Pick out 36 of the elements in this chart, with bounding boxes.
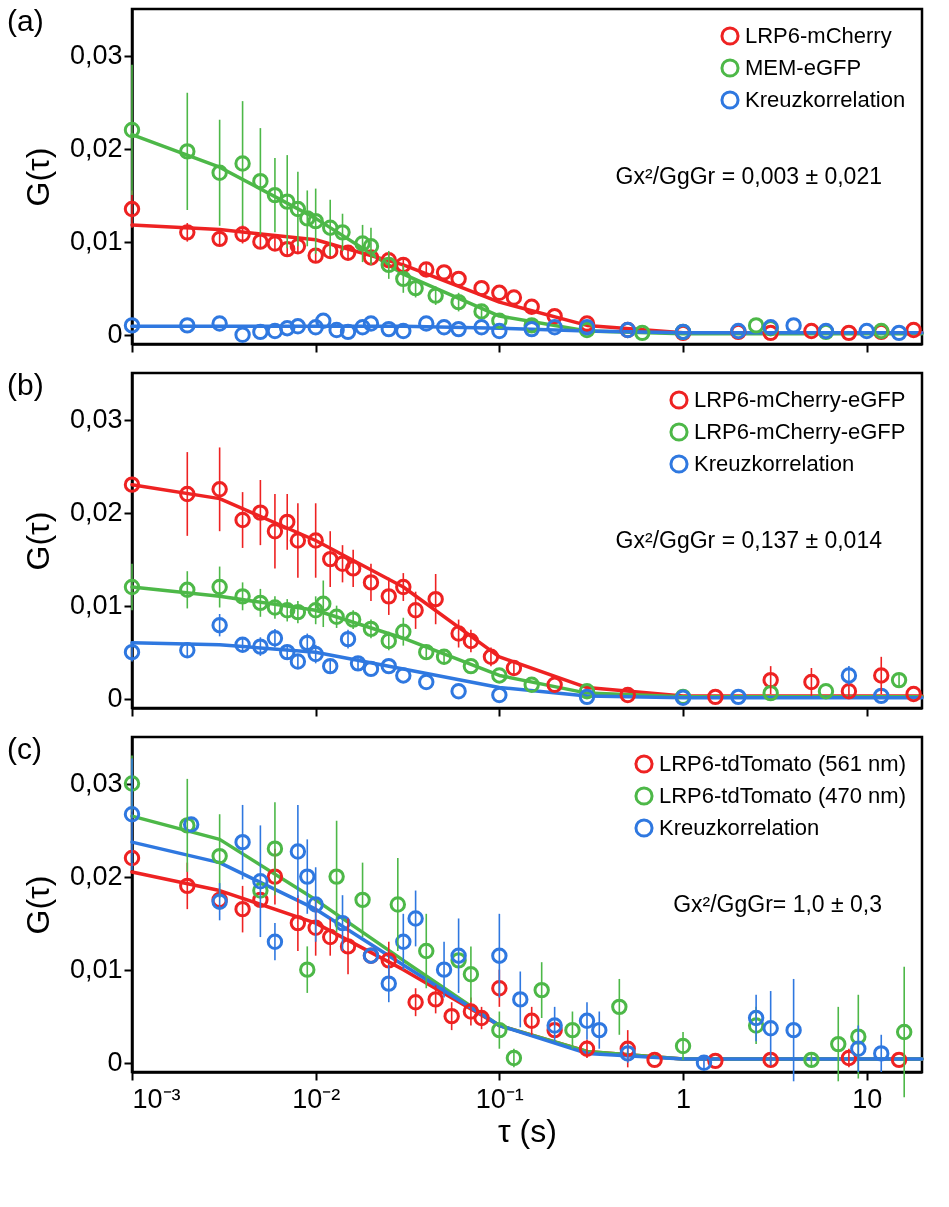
x-tick-label: 10⁻¹ (475, 1083, 524, 1114)
text: (b) (7, 368, 44, 401)
y-tick-label: 0 (107, 1047, 123, 1078)
x-axis-title: τ (s) (498, 1112, 557, 1149)
y-tick-label: 0,02 (69, 861, 123, 892)
annotation: Gx²/GgGr = 0,003 ± 0,021 (615, 162, 882, 189)
legend-label: LRP6-tdTomato (470 nm) (659, 783, 906, 808)
y-tick-label: 0,03 (69, 404, 123, 435)
y-tick-label: 0,03 (69, 40, 123, 71)
y-tick-label: 0,03 (69, 768, 123, 799)
legend-label: LRP6-mCherry-eGFP (694, 419, 906, 444)
y-tick-label: 0 (107, 319, 123, 350)
x-tick-label: 1 (676, 1083, 692, 1114)
x-tick-label: 10⁻³ (132, 1083, 181, 1114)
y-tick-label: 0,01 (69, 226, 123, 257)
y-tick-label: 0,01 (69, 590, 123, 621)
legend-label: Kreuzkorrelation (694, 451, 855, 476)
legend-label: Kreuzkorrelation (745, 87, 906, 112)
y-tick-label: 0 (107, 683, 123, 714)
y-axis-title: G(τ) (19, 147, 56, 207)
x-tick-label: 10 (852, 1083, 883, 1114)
y-tick-label: 0,02 (69, 133, 123, 164)
y-tick-label: 0,02 (69, 497, 123, 528)
y-tick-label: 0,01 (69, 954, 123, 985)
legend-label: LRP6-mCherry (745, 23, 892, 48)
legend-label: MEM-eGFP (745, 55, 862, 80)
legend-label: LRP6-mCherry-eGFP (694, 387, 906, 412)
x-tick-label: 10⁻² (292, 1083, 341, 1114)
legend-label: LRP6-tdTomato (561 nm) (659, 751, 906, 776)
text: (c) (7, 732, 42, 765)
y-axis-title: G(τ) (19, 875, 56, 935)
annotation: Gx²/GgGr = 0,137 ± 0,014 (615, 526, 883, 553)
text: (a) (7, 4, 44, 37)
y-axis-title: G(τ) (19, 511, 56, 571)
annotation: Gx²/GgGr= 1,0 ± 0,3 (673, 890, 882, 917)
legend-label: Kreuzkorrelation (659, 815, 820, 840)
